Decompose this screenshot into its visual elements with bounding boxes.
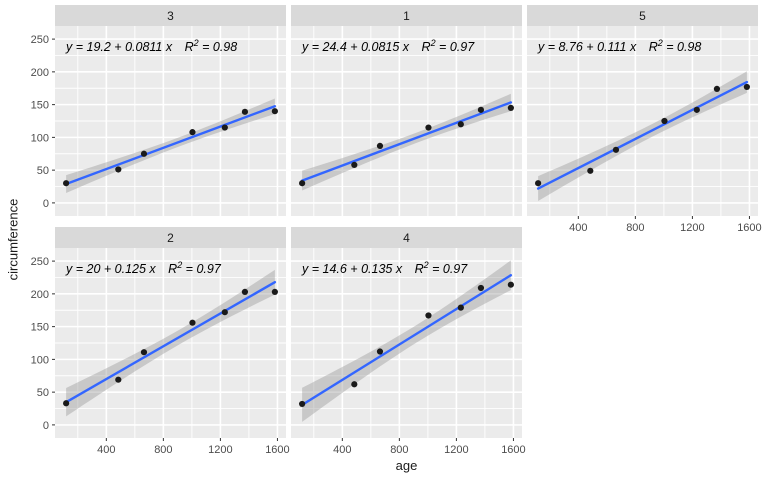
data-point: [115, 376, 122, 383]
facet-strip: [291, 5, 522, 26]
facet-strip: [527, 5, 758, 26]
data-point: [425, 124, 432, 131]
x-tick-label: 400: [569, 222, 587, 234]
equation-label: y = 20 + 0.125 x R2 = 0.97: [65, 260, 222, 276]
y-tick-label: 150: [31, 100, 49, 112]
data-point: [507, 104, 514, 111]
data-point: [140, 150, 148, 157]
data-point: [477, 284, 485, 292]
data-point: [299, 400, 306, 408]
data-point: [221, 309, 228, 316]
y-tick-label: 50: [37, 387, 49, 399]
regression-line: [64, 280, 277, 404]
y-tick-label: 150: [31, 322, 49, 334]
y-axis-title: circumference: [5, 198, 21, 281]
y-tick-label: 0: [43, 420, 49, 432]
y-tick-label: 200: [31, 67, 49, 79]
data-point: [661, 117, 668, 125]
facet-3: 3 y = 19.2 + 0.0811 x R2 = 0.98 0 50 100 150 2…: [31, 5, 286, 216]
gridlines: [527, 26, 758, 216]
data-point: [612, 146, 620, 153]
gridlines: [55, 26, 286, 216]
data-point: [376, 348, 384, 355]
data-point: [115, 166, 122, 173]
facet-strip-label: 2: [167, 231, 174, 245]
data-point: [587, 167, 594, 174]
equation-label: y = 8.76 + 0.111 x R2 = 0.98: [537, 38, 701, 54]
regression-line: [300, 101, 513, 182]
y-tick-label: 100: [31, 132, 49, 144]
facet-2: 2 y = 20 + 0.125 x R2 = 0.97 0 50 100 150 200 2…: [31, 227, 290, 456]
y-tick-label: 200: [31, 289, 49, 301]
data-point: [241, 108, 249, 115]
data-point: [271, 108, 278, 115]
facet-strip-label: 1: [403, 9, 410, 23]
data-point: [140, 349, 148, 356]
equation-label: y = 24.4 + 0.0815 x R2 = 0.97: [301, 38, 475, 54]
x-tick-label: 1200: [208, 444, 232, 456]
data-point: [221, 124, 228, 131]
facet-strip-label: 3: [167, 9, 174, 23]
x-axis-title: age: [395, 458, 418, 473]
x-tick-label: 400: [97, 444, 115, 456]
data-point: [63, 400, 70, 407]
facet-5: 5 y = 8.76 + 0.111 x R2 = 0.98 400 800 1200 1…: [527, 5, 762, 234]
data-point: [507, 281, 514, 288]
x-tick-label: 1600: [737, 222, 761, 234]
x-tick-label: 800: [390, 444, 408, 456]
data-point: [351, 161, 358, 168]
facet-strip-label: 4: [403, 231, 410, 245]
y-tick-label: 0: [43, 198, 49, 210]
regression-line: [64, 105, 277, 186]
data-point: [713, 85, 721, 92]
y-tick-label: 50: [37, 165, 49, 177]
data-point: [241, 288, 249, 295]
x-tick-label: 800: [626, 222, 644, 234]
data-point: [743, 83, 750, 91]
y-tick-label: 250: [31, 34, 49, 46]
regression-line: [536, 80, 749, 190]
x-tick-label: 1600: [265, 444, 289, 456]
data-point: [425, 312, 432, 319]
gridlines: [55, 248, 286, 438]
data-point: [693, 106, 700, 113]
data-point: [457, 121, 464, 128]
data-point: [535, 180, 542, 187]
data-point: [189, 319, 196, 326]
regression-line: [300, 274, 513, 407]
x-tick-label: 1200: [444, 444, 468, 456]
facet-4: 4 y = 14.6 + 0.135 x R2 = 0.97 400 800 1200 1…: [291, 227, 526, 456]
data-point: [376, 142, 384, 149]
gridlines: [291, 248, 522, 438]
equation-label: y = 19.2 + 0.0811 x R2 = 0.98: [65, 38, 237, 54]
facet-1: 1 y = 24.4 + 0.0815 x R2 = 0.97: [291, 5, 522, 216]
facet-strip-label: 5: [639, 9, 646, 23]
facet-strip: [55, 227, 286, 248]
y-tick-label: 100: [31, 354, 49, 366]
data-point: [189, 129, 196, 136]
facet-strip: [291, 227, 522, 248]
x-tick-label: 1200: [680, 222, 704, 234]
y-tick-label: 250: [31, 256, 49, 268]
data-point: [299, 180, 306, 187]
data-point: [457, 304, 464, 311]
data-point: [351, 381, 358, 388]
data-point: [477, 106, 485, 113]
x-tick-label: 800: [154, 444, 172, 456]
equation-label: y = 14.6 + 0.135 x R2 = 0.97: [301, 260, 468, 276]
x-tick-label: 400: [333, 444, 351, 456]
x-tick-label: 1600: [501, 444, 525, 456]
data-point: [63, 180, 70, 187]
facet-strip: [55, 5, 286, 26]
data-point: [271, 288, 278, 295]
